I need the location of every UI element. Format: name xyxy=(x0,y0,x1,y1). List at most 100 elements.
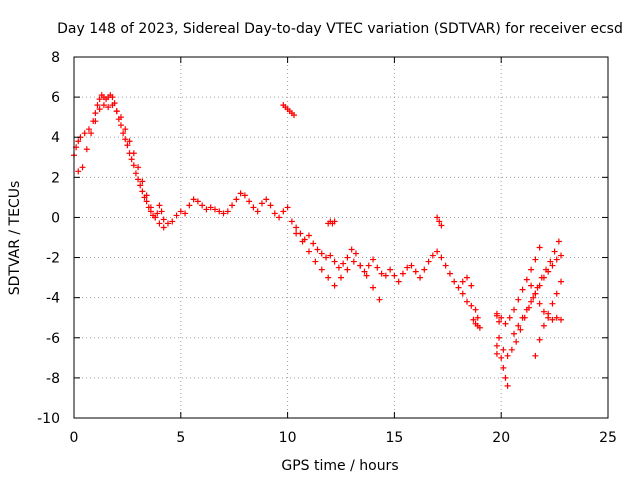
data-point xyxy=(530,294,537,301)
data-point xyxy=(468,282,475,289)
axis-ticks xyxy=(73,56,609,419)
series-late-c xyxy=(498,354,511,389)
data-point xyxy=(464,298,471,305)
data-point xyxy=(293,224,300,231)
data-point xyxy=(271,210,278,217)
data-point xyxy=(143,198,150,205)
x-tick-labels: 0 5 10 15 20 25 xyxy=(70,430,617,446)
data-point xyxy=(536,336,543,343)
data-point xyxy=(374,264,381,271)
data-point xyxy=(147,204,154,211)
data-point xyxy=(344,266,351,273)
x-tick-label: 0 xyxy=(70,430,79,446)
data-point xyxy=(498,354,505,361)
data-point xyxy=(551,248,558,255)
data-point xyxy=(340,260,347,267)
data-point xyxy=(532,256,539,263)
data-point xyxy=(122,136,129,143)
data-point xyxy=(558,252,565,259)
data-point xyxy=(442,262,449,269)
y-tick-label: 6 xyxy=(51,90,60,106)
data-point xyxy=(130,150,137,157)
y-tick-label: -4 xyxy=(46,291,60,307)
data-point xyxy=(412,268,419,275)
data-point xyxy=(357,262,364,269)
data-point xyxy=(92,110,99,117)
data-point xyxy=(378,270,385,277)
data-point xyxy=(536,300,543,307)
chart-title: Day 148 of 2023, Sidereal Day-to-day VTE… xyxy=(57,21,623,37)
data-point xyxy=(348,246,355,253)
data-point xyxy=(160,216,167,223)
data-point xyxy=(143,192,150,199)
data-point xyxy=(109,94,116,101)
data-point xyxy=(291,112,298,119)
data-point xyxy=(506,314,513,321)
data-point xyxy=(547,258,554,265)
data-point xyxy=(293,230,300,237)
data-point xyxy=(464,274,471,281)
data-point xyxy=(284,204,291,211)
data-point xyxy=(528,266,535,273)
data-point xyxy=(325,274,332,281)
data-point xyxy=(135,176,142,183)
data-point xyxy=(555,238,562,245)
data-point xyxy=(504,382,511,389)
data-point xyxy=(434,214,441,221)
data-point xyxy=(438,254,445,261)
data-point xyxy=(399,270,406,277)
data-point xyxy=(158,208,165,215)
data-point xyxy=(493,342,500,349)
data-point xyxy=(323,254,330,261)
series-late-a xyxy=(493,244,543,327)
data-point xyxy=(216,208,223,215)
data-point xyxy=(327,252,334,259)
data-point xyxy=(312,258,319,265)
data-point xyxy=(365,262,372,269)
data-point xyxy=(164,220,171,227)
series-seg-10h xyxy=(280,102,298,119)
data-point xyxy=(446,270,453,277)
data-point xyxy=(500,364,507,371)
data-point xyxy=(139,178,146,185)
data-point xyxy=(305,248,312,255)
series-main xyxy=(71,92,475,291)
data-point xyxy=(120,130,127,137)
x-tick-label: 10 xyxy=(279,430,297,446)
data-point xyxy=(276,214,283,221)
series-track-b xyxy=(75,102,167,231)
data-point xyxy=(128,156,135,163)
y-tick-labels: -10 -8 -6 -4 -2 0 2 4 6 8 xyxy=(37,50,60,427)
data-point xyxy=(502,320,509,327)
x-tick-label: 20 xyxy=(492,430,510,446)
data-point xyxy=(425,258,432,265)
data-point xyxy=(267,202,274,209)
x-axis-label: GPS time / hours xyxy=(281,458,398,474)
data-point xyxy=(156,202,163,209)
data-point xyxy=(117,114,124,121)
data-point xyxy=(404,264,411,271)
data-point xyxy=(500,346,507,353)
data-point xyxy=(96,96,103,103)
data-point xyxy=(474,314,481,321)
data-point xyxy=(540,308,547,315)
data-point xyxy=(434,248,441,255)
data-point xyxy=(493,310,500,317)
data-point xyxy=(83,146,90,153)
data-point xyxy=(335,264,342,271)
data-point xyxy=(382,272,389,279)
series-late-e xyxy=(528,282,565,323)
data-point xyxy=(190,196,197,203)
data-point xyxy=(502,374,509,381)
data-point xyxy=(211,206,218,213)
data-point xyxy=(455,284,462,291)
data-point xyxy=(318,250,325,257)
data-point xyxy=(496,334,503,341)
series-outliers-19.8h xyxy=(493,310,500,357)
data-point xyxy=(515,296,522,303)
data-point xyxy=(470,316,477,323)
data-point xyxy=(370,256,377,263)
data-point xyxy=(182,210,189,217)
data-point xyxy=(523,306,530,313)
data-point xyxy=(438,222,445,229)
